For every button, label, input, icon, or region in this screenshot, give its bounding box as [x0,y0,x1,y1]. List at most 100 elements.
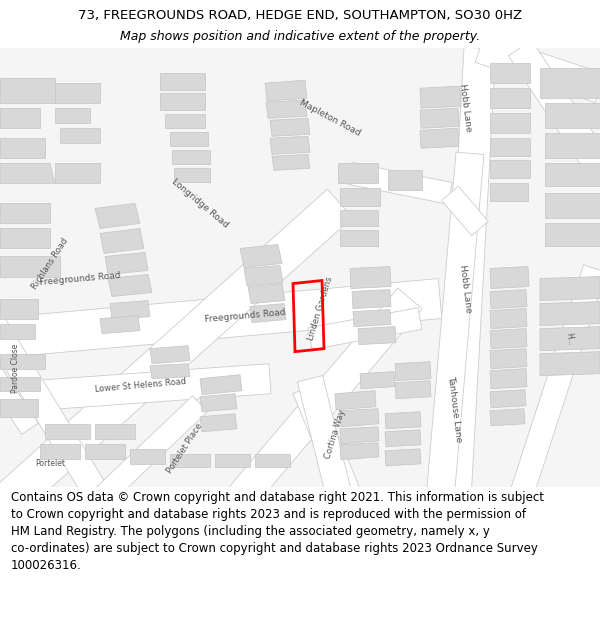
Polygon shape [0,363,38,434]
Polygon shape [490,369,527,389]
Polygon shape [0,203,50,223]
Polygon shape [545,193,600,218]
Polygon shape [340,211,378,226]
Polygon shape [45,424,90,439]
Polygon shape [0,324,35,339]
Polygon shape [420,128,459,148]
Polygon shape [490,349,527,369]
Polygon shape [490,113,530,133]
Text: Portelet Place: Portelet Place [166,422,205,476]
Polygon shape [170,454,210,467]
Polygon shape [244,266,283,286]
Polygon shape [150,346,190,364]
Polygon shape [490,266,529,289]
Polygon shape [490,138,530,156]
Polygon shape [265,80,307,101]
Polygon shape [540,276,600,301]
Polygon shape [250,304,286,322]
Polygon shape [340,442,379,460]
Polygon shape [395,362,431,381]
Polygon shape [95,424,135,439]
Text: Longridge Road: Longridge Road [170,177,230,229]
Polygon shape [100,228,144,254]
Polygon shape [338,163,378,183]
Polygon shape [172,150,210,164]
Polygon shape [340,231,378,246]
Polygon shape [308,308,422,349]
Polygon shape [490,289,527,309]
Polygon shape [0,163,55,183]
Polygon shape [255,454,290,467]
Text: Contains OS data © Crown copyright and database right 2021. This information is : Contains OS data © Crown copyright and d… [11,491,544,572]
Polygon shape [200,414,237,432]
Polygon shape [0,377,40,391]
Polygon shape [248,284,285,304]
Polygon shape [266,100,307,118]
Text: Portelet: Portelet [35,459,65,468]
Polygon shape [40,444,80,459]
Polygon shape [0,228,50,249]
Polygon shape [200,394,237,412]
Polygon shape [60,128,100,143]
Polygon shape [240,244,282,268]
Polygon shape [108,274,152,296]
Polygon shape [508,41,600,176]
Polygon shape [215,454,250,467]
Polygon shape [358,327,396,344]
Text: H...: H... [565,332,575,346]
Polygon shape [100,316,140,334]
Polygon shape [174,168,210,182]
Polygon shape [0,138,45,158]
Polygon shape [490,63,530,83]
Polygon shape [545,163,600,186]
Polygon shape [0,299,38,319]
Text: Richlans Road: Richlans Road [30,236,70,291]
Polygon shape [439,48,496,500]
Polygon shape [540,301,600,326]
Polygon shape [0,256,60,276]
Polygon shape [545,133,600,158]
Polygon shape [352,289,391,309]
Polygon shape [105,253,148,274]
Polygon shape [420,86,461,108]
Polygon shape [55,83,100,103]
Polygon shape [490,183,528,201]
Text: Tanhouse Lane: Tanhouse Lane [446,375,464,442]
Polygon shape [170,132,208,146]
Text: Hobb Lane: Hobb Lane [458,264,472,313]
Text: Map shows position and indicative extent of the property.: Map shows position and indicative extent… [120,30,480,43]
Polygon shape [360,372,395,389]
Polygon shape [385,412,421,429]
Polygon shape [85,444,125,459]
Polygon shape [388,171,422,191]
Polygon shape [130,449,165,464]
Text: Mapleton Road: Mapleton Road [298,98,362,138]
Text: 73, FREEGROUNDS ROAD, HEDGE END, SOUTHAMPTON, SO30 0HZ: 73, FREEGROUNDS ROAD, HEDGE END, SOUTHAM… [78,9,522,22]
Polygon shape [490,309,527,329]
Polygon shape [509,265,600,502]
Polygon shape [540,352,600,376]
Polygon shape [0,279,442,359]
Polygon shape [490,161,530,178]
Text: Freegrounds Road: Freegrounds Road [204,308,286,324]
Polygon shape [540,68,600,98]
Polygon shape [426,152,484,500]
Polygon shape [270,136,310,154]
Polygon shape [298,376,353,502]
Text: Lower St Helens Road: Lower St Helens Road [94,378,186,394]
Text: Linden Gardens: Linden Gardens [306,276,334,342]
Polygon shape [540,327,600,351]
Polygon shape [55,163,100,183]
Polygon shape [335,391,376,410]
Polygon shape [442,186,488,236]
Polygon shape [475,34,600,103]
Polygon shape [160,93,205,110]
Polygon shape [95,203,140,228]
Text: Cortina Way: Cortina Way [323,408,347,459]
Polygon shape [272,154,310,171]
Polygon shape [348,162,452,204]
Polygon shape [0,312,111,506]
Polygon shape [350,266,391,289]
Polygon shape [0,354,45,369]
Polygon shape [420,108,459,128]
